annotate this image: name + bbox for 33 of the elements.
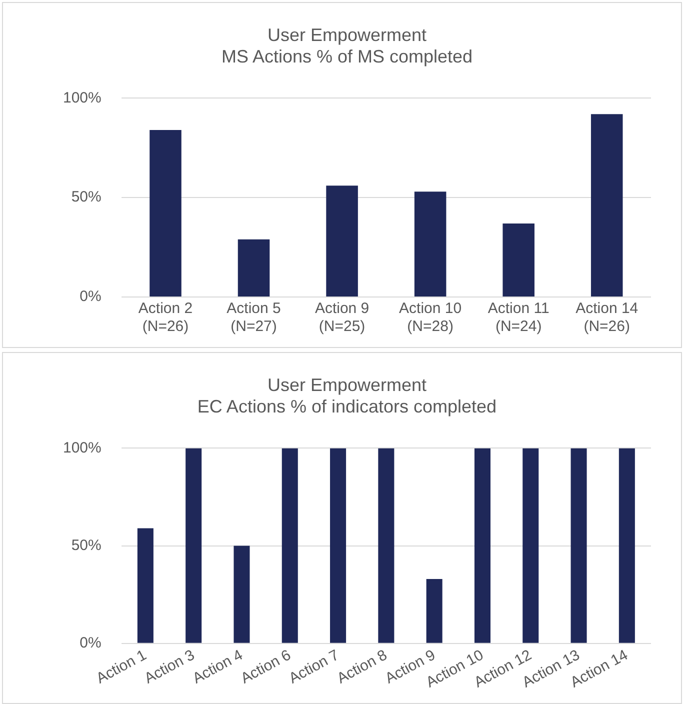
bar bbox=[282, 448, 298, 643]
bar bbox=[150, 130, 182, 296]
y-tick-label: 50% bbox=[71, 188, 102, 206]
bar bbox=[326, 186, 358, 296]
bar bbox=[414, 192, 446, 296]
x-tick-label: Action 9 (N=25) bbox=[314, 300, 370, 336]
chart-subtitle: EC Actions % of indicators completed bbox=[197, 396, 497, 416]
bar bbox=[474, 448, 490, 643]
bar bbox=[426, 578, 442, 643]
chart-title: User Empowerment bbox=[267, 374, 427, 395]
y-tick-label: 0% bbox=[80, 288, 102, 306]
y-tick-label: 0% bbox=[80, 634, 102, 652]
y-tick-label: 100% bbox=[62, 89, 102, 106]
x-tick-label: Action 14 (N=26) bbox=[576, 300, 638, 336]
x-tick-label: Action 5 (N=27) bbox=[226, 300, 281, 336]
bar bbox=[590, 114, 623, 296]
bar bbox=[186, 448, 202, 643]
bar bbox=[137, 528, 154, 643]
bar bbox=[378, 448, 394, 643]
x-tick-label: Action 11 (N=24) bbox=[488, 300, 550, 336]
y-tick-label: 100% bbox=[62, 439, 102, 456]
chart-subtitle: MS Actions % of MS completed bbox=[221, 46, 473, 66]
bar bbox=[618, 448, 635, 643]
bar bbox=[522, 448, 539, 643]
bar bbox=[570, 448, 587, 643]
bar bbox=[502, 223, 534, 296]
chart-title: User Empowerment bbox=[267, 24, 427, 45]
x-tick-label: Action 10 (N=28) bbox=[399, 300, 462, 336]
bar bbox=[330, 448, 346, 643]
bar bbox=[234, 546, 250, 643]
bar bbox=[238, 239, 270, 296]
y-tick-label: 50% bbox=[71, 536, 102, 554]
x-tick-label: Action 2 (N=26) bbox=[138, 300, 193, 336]
